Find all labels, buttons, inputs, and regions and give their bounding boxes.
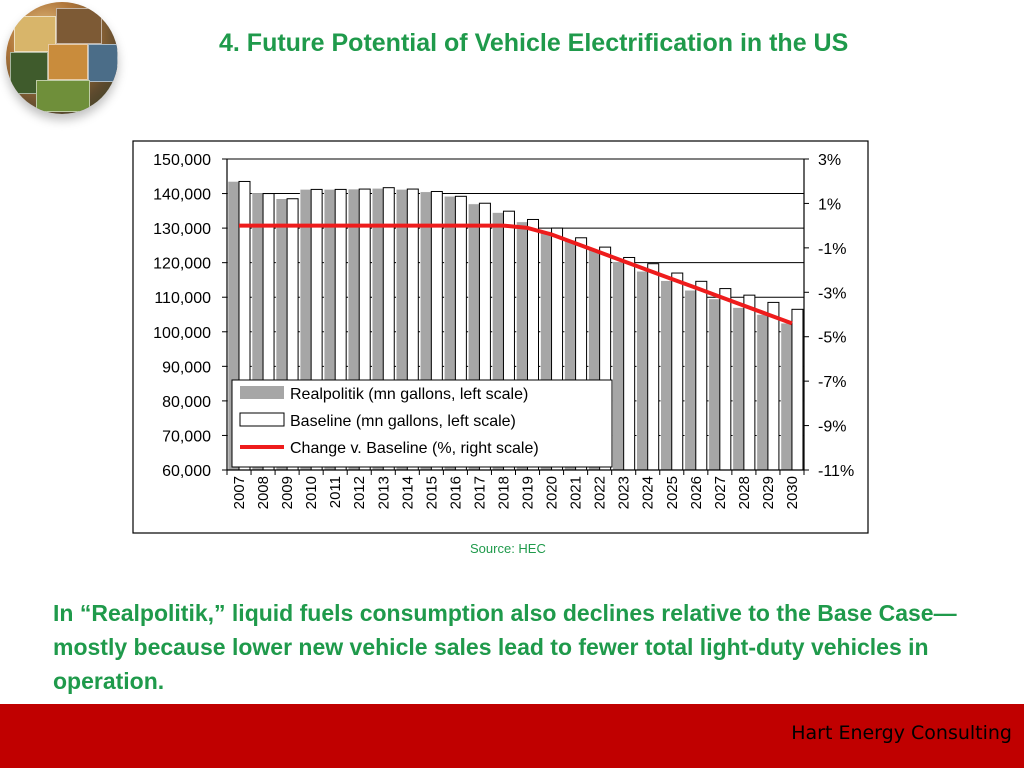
x-tick-label-2018: 2018 [495, 476, 512, 509]
footer-bar: Hart Energy Consulting [0, 704, 1024, 768]
legend-label-realpolitik: Realpolitik (mn gallons, left scale) [290, 386, 528, 403]
x-tick-label-2016: 2016 [447, 476, 464, 509]
bar-baseline-2024 [647, 263, 660, 471]
left-tick-label: 80,000 [162, 394, 211, 411]
left-tick-label: 90,000 [162, 359, 211, 376]
x-tick-label-2008: 2008 [255, 476, 272, 509]
left-tick-label: 130,000 [153, 221, 211, 238]
x-tick-label-2013: 2013 [375, 476, 392, 509]
right-tick-label: 3% [818, 152, 841, 169]
bar-realpolitik-2029 [756, 314, 769, 471]
legend-swatch-realpolitik [240, 386, 284, 399]
bar-realpolitik-2030 [780, 322, 793, 471]
bar-baseline-2029 [767, 301, 780, 471]
x-tick-label-2015: 2015 [423, 476, 440, 509]
bar-baseline-2030 [791, 308, 804, 471]
bar-baseline-2028 [743, 294, 756, 471]
x-tick-label-2017: 2017 [471, 476, 488, 509]
x-tick-label-2026: 2026 [688, 476, 705, 509]
bar-realpolitik-2023 [612, 261, 624, 471]
globe-photo-collage-logo [6, 2, 118, 114]
bar-baseline-2023 [623, 256, 636, 471]
left-tick-label: 100,000 [153, 325, 211, 342]
right-tick-label: -11% [818, 463, 854, 480]
bar-baseline-2027 [719, 288, 732, 471]
bar-realpolitik-2027 [708, 298, 721, 471]
right-tick-label: -5% [818, 330, 846, 347]
left-tick-label: 70,000 [162, 428, 211, 445]
x-tick-label-2009: 2009 [279, 476, 296, 509]
legend-label-baseline: Baseline (mn gallons, left scale) [290, 413, 516, 430]
x-tick-label-2023: 2023 [616, 476, 633, 509]
bar-realpolitik-2025 [660, 280, 672, 471]
line-change-vs-baseline [239, 223, 793, 326]
x-tick-label-2028: 2028 [736, 476, 753, 509]
right-tick-label: 1% [818, 196, 841, 213]
x-tick-label-2021: 2021 [568, 476, 585, 509]
x-tick-label-2011: 2011 [327, 476, 344, 508]
left-tick-label: 150,000 [153, 152, 211, 169]
x-tick-label-2019: 2019 [520, 476, 537, 509]
x-tick-label-2010: 2010 [303, 476, 320, 509]
x-tick-label-2007: 2007 [231, 476, 248, 509]
x-tick-label-2022: 2022 [592, 476, 609, 509]
x-tick-label-2025: 2025 [664, 476, 681, 509]
legend-label-change: Change v. Baseline (%, right scale) [290, 440, 539, 457]
x-tick-label-2012: 2012 [351, 476, 368, 509]
chart-legend: Realpolitik (mn gallons, left scale) Base… [231, 379, 613, 468]
right-tick-label: -3% [818, 285, 846, 302]
footer-company-name: Hart Energy Consulting [791, 722, 1012, 744]
left-tick-label: 60,000 [162, 463, 211, 480]
x-tick-label-2029: 2029 [760, 476, 777, 509]
left-tick-label: 120,000 [153, 256, 211, 273]
x-tick-label-2014: 2014 [399, 476, 416, 509]
bar-realpolitik-2024 [636, 271, 648, 471]
legend-box [231, 379, 613, 468]
body-text: In “Realpolitik,” liquid fuels consumpti… [53, 600, 957, 694]
left-tick-label: 140,000 [153, 187, 211, 204]
legend-swatch-baseline [239, 412, 285, 427]
x-tick-label-2027: 2027 [712, 476, 729, 509]
source-note: Source: HEC [470, 541, 546, 556]
left-tick-label: 110,000 [154, 290, 211, 307]
bar-baseline-2026 [695, 280, 708, 471]
right-tick-label: -7% [818, 374, 846, 391]
slide-title: 4. Future Potential of Vehicle Electrifi… [219, 29, 849, 57]
bar-baseline-2025 [671, 272, 684, 471]
right-tick-label: -1% [818, 241, 846, 258]
x-tick-label-2020: 2020 [544, 476, 561, 509]
bar-realpolitik-2028 [732, 307, 745, 471]
x-tick-label-2030: 2030 [784, 476, 801, 509]
right-tick-label: -9% [818, 419, 846, 436]
x-tick-label-2024: 2024 [640, 476, 657, 509]
bar-realpolitik-2026 [684, 290, 697, 471]
